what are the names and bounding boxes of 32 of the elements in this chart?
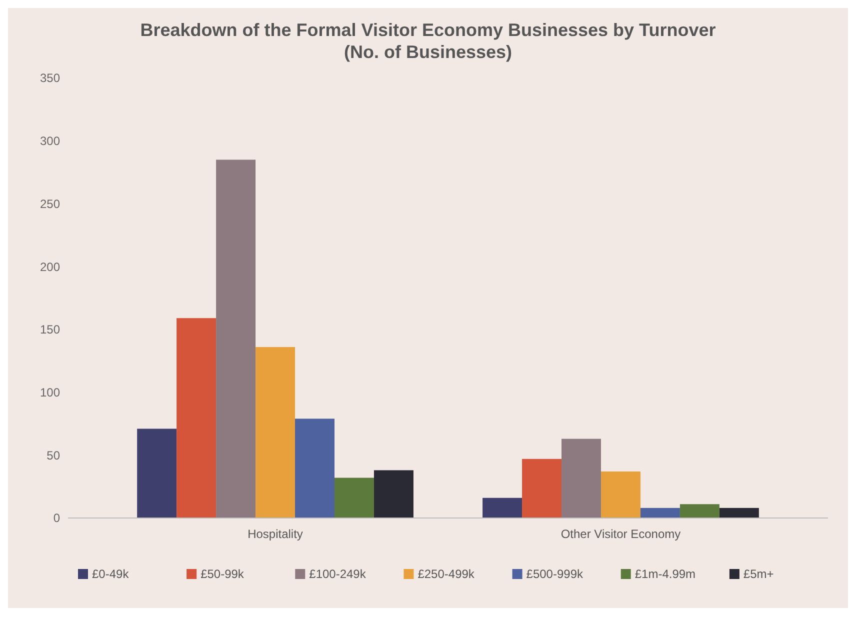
bar [522,458,562,518]
x-tick-label: Other Visitor Economy [560,527,681,541]
y-tick-label: 0 [53,511,60,526]
y-tick-label: 200 [40,260,60,274]
bar [482,498,522,518]
y-tick-label: 100 [40,385,60,400]
legend-label: £0-49k [92,567,130,581]
bar [680,504,720,518]
y-tick-label: 150 [40,322,60,337]
bar [176,318,216,518]
bar [334,478,374,518]
legend-label: £250-499k [418,567,476,581]
legend-label: £1m-4.99m [634,567,696,581]
legend-label: £50-99k [200,567,245,581]
y-tick-label: 250 [40,196,60,211]
legend-label: £500-999k [526,567,584,581]
y-tick-label: 50 [46,448,60,462]
bar [137,428,177,518]
y-tick-label: 350 [40,71,60,86]
bar [216,160,256,518]
chart-title: Breakdown of the Formal Visitor Economy Businesses by Turnover (No. of Businesses) [140,20,716,62]
bar [256,347,296,518]
bar [374,470,414,518]
bar [600,471,640,518]
bar [640,508,680,518]
y-tick-label: 300 [40,134,60,148]
bar [719,508,759,518]
bar [562,438,601,518]
legend-label: £100-249k [309,567,367,581]
legend-label: £5m+ [743,567,774,581]
x-tick-label: Hospitality [248,527,303,541]
bar [295,418,334,518]
